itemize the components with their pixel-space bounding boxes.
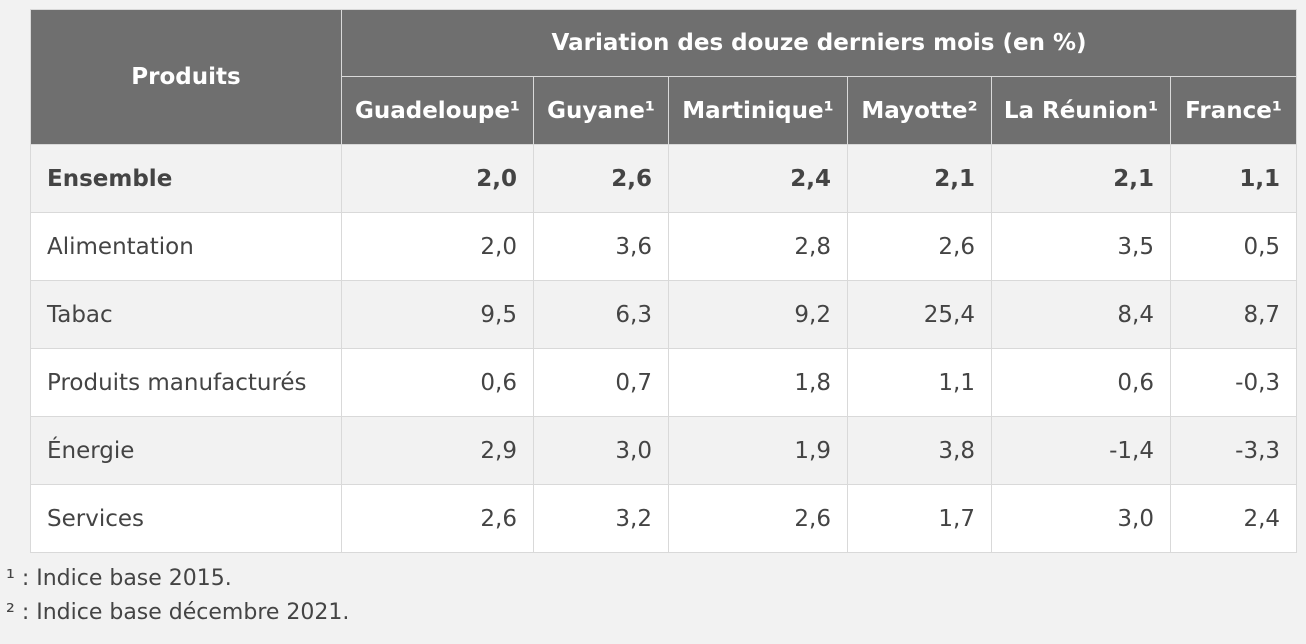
- cell-value: 2,4: [1169, 484, 1298, 553]
- header-products: Produits: [30, 9, 342, 145]
- cell-value: 6,3: [533, 280, 669, 349]
- cell-value: 8,4: [991, 280, 1171, 349]
- header-france: France¹: [1169, 76, 1298, 145]
- cell-value: -3,3: [1169, 416, 1298, 485]
- cell-value: 1,9: [668, 416, 848, 485]
- cell-value: 1,1: [1169, 144, 1298, 213]
- price-variation-table: Produits Variation des douze derniers mo…: [30, 9, 1298, 553]
- cell-value: 1,7: [847, 484, 992, 553]
- header-guadeloupe: Guadeloupe¹: [341, 76, 534, 145]
- cell-value: 0,6: [991, 348, 1171, 417]
- header-la-reunion: La Réunion¹: [991, 76, 1171, 145]
- cell-value: -1,4: [991, 416, 1171, 485]
- header-group-variation: Variation des douze derniers mois (en %): [340, 9, 1298, 77]
- table-header: Produits Variation des douze derniers mo…: [30, 9, 1298, 145]
- cell-value: 2,0: [341, 144, 534, 213]
- cell-value: 2,8: [668, 212, 848, 281]
- cell-value: 2,6: [341, 484, 534, 553]
- cell-value: 0,6: [341, 348, 534, 417]
- cell-value: 0,5: [1169, 212, 1298, 281]
- row-label: Produits manufacturés: [30, 348, 342, 417]
- cell-value: 2,9: [341, 416, 534, 485]
- footnotes: ¹ : Indice base 2015. ² : Indice base dé…: [6, 562, 349, 630]
- cell-value: 2,4: [668, 144, 848, 213]
- row-label: Ensemble: [30, 144, 342, 213]
- header-guyane: Guyane¹: [533, 76, 669, 145]
- cell-value: 2,1: [847, 144, 992, 213]
- cell-value: 2,6: [668, 484, 848, 553]
- cell-value: 3,0: [991, 484, 1171, 553]
- header-mayotte: Mayotte²: [847, 76, 992, 145]
- cell-value: 2,0: [341, 212, 534, 281]
- cell-value: 3,6: [533, 212, 669, 281]
- row-label: Services: [30, 484, 342, 553]
- row-label: Alimentation: [30, 212, 342, 281]
- header-martinique: Martinique¹: [668, 76, 848, 145]
- footnote-1: ¹ : Indice base 2015.: [6, 566, 232, 591]
- cell-value: 8,7: [1169, 280, 1298, 349]
- cell-value: 1,8: [668, 348, 848, 417]
- cell-value: 3,8: [847, 416, 992, 485]
- table-row: Énergie 2,9 3,0 1,9 3,8 -1,4 -3,3: [30, 416, 1298, 485]
- cell-value: 3,2: [533, 484, 669, 553]
- table-row: Produits manufacturés 0,6 0,7 1,8 1,1 0,…: [30, 348, 1298, 417]
- table-row: Ensemble 2,0 2,6 2,4 2,1 2,1 1,1: [30, 144, 1298, 213]
- cell-value: 9,2: [668, 280, 848, 349]
- cell-value: 2,6: [533, 144, 669, 213]
- table-row: Tabac 9,5 6,3 9,2 25,4 8,4 8,7: [30, 280, 1298, 349]
- cell-value: 25,4: [847, 280, 992, 349]
- table-row: Services 2,6 3,2 2,6 1,7 3,0 2,4: [30, 484, 1298, 553]
- table-row: Alimentation 2,0 3,6 2,8 2,6 3,5 0,5: [30, 212, 1298, 281]
- cell-value: 3,5: [991, 212, 1171, 281]
- cell-value: 1,1: [847, 348, 992, 417]
- cell-value: -0,3: [1169, 348, 1298, 417]
- cell-value: 2,1: [991, 144, 1171, 213]
- row-label: Énergie: [30, 416, 342, 485]
- cell-value: 3,0: [533, 416, 669, 485]
- cell-value: 0,7: [533, 348, 669, 417]
- row-label: Tabac: [30, 280, 342, 349]
- data-table-container: Produits Variation des douze derniers mo…: [30, 9, 1298, 553]
- cell-value: 2,6: [847, 212, 992, 281]
- cell-value: 9,5: [341, 280, 534, 349]
- footnote-2: ² : Indice base décembre 2021.: [6, 600, 350, 625]
- table-body: Ensemble 2,0 2,6 2,4 2,1 2,1 1,1 Aliment…: [30, 144, 1298, 553]
